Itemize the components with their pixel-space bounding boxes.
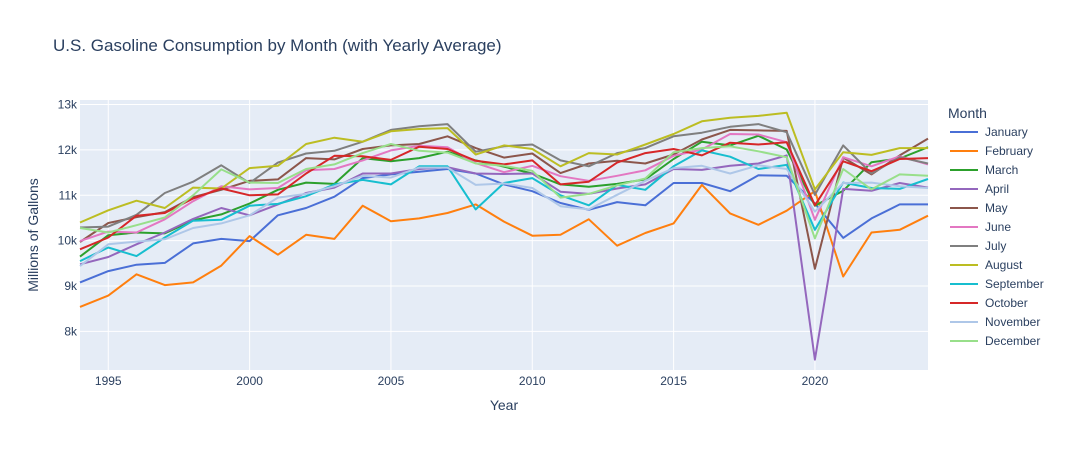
y-axis-title: Millions of Gallons — [25, 178, 41, 292]
series-lines — [79, 111, 929, 361]
series-line-april — [79, 154, 929, 361]
series-line-february — [79, 183, 929, 308]
x-tick-label: 2020 — [802, 374, 829, 388]
legend-item-april[interactable]: April — [985, 182, 1009, 196]
legend-item-november[interactable]: November — [985, 315, 1040, 329]
legend-item-august[interactable]: August — [985, 258, 1023, 272]
legend-item-january[interactable]: January — [985, 125, 1028, 139]
legend-item-may[interactable]: May — [985, 201, 1008, 215]
legend-item-june[interactable]: June — [985, 220, 1011, 234]
series-line-october — [79, 141, 929, 251]
y-tick-label: 10k — [58, 234, 78, 248]
x-tick-label: 2010 — [519, 374, 546, 388]
plot-background — [80, 100, 928, 370]
y-tick-label: 9k — [64, 279, 78, 293]
y-axis-tick-labels: 8k 9k 10k 11k 12k 13k — [58, 98, 78, 339]
legend-item-october[interactable]: October — [985, 296, 1028, 310]
legend-item-september[interactable]: September — [985, 277, 1044, 291]
series-line-december — [79, 143, 929, 240]
chart-title: U.S. Gasoline Consumption by Month (with… — [53, 36, 502, 55]
x-tick-label: 2000 — [236, 374, 263, 388]
x-axis-title: Year — [490, 397, 519, 413]
legend-title: Month — [948, 105, 987, 121]
y-gridlines — [80, 104, 928, 332]
series-line-may — [79, 128, 929, 270]
legend-item-march[interactable]: March — [985, 163, 1018, 177]
x-tick-label: 2005 — [378, 374, 405, 388]
series-line-november — [79, 164, 929, 267]
x-tick-label: 2015 — [660, 374, 687, 388]
y-tick-label: 11k — [59, 188, 78, 202]
y-tick-label: 8k — [64, 324, 78, 338]
legend-item-february[interactable]: February — [985, 144, 1033, 158]
legend-item-december[interactable]: December — [985, 334, 1040, 348]
legend: Month January February March April May June Ju… — [948, 105, 1044, 348]
y-tick-label: 13k — [58, 98, 78, 112]
x-tick-label: 1995 — [95, 374, 122, 388]
legend-item-july[interactable]: July — [985, 239, 1006, 253]
x-axis-tick-labels: 1995 2000 2005 2010 2015 2020 — [95, 374, 829, 388]
y-tick-label: 12k — [58, 143, 78, 157]
